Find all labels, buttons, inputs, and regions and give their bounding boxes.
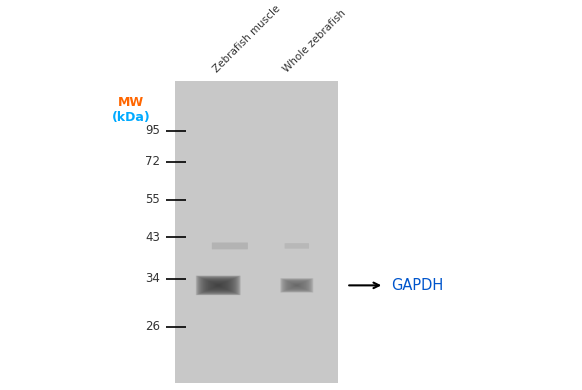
Text: 34: 34	[145, 272, 160, 285]
FancyBboxPatch shape	[196, 276, 240, 295]
Text: MW: MW	[118, 96, 144, 109]
FancyBboxPatch shape	[197, 276, 240, 295]
FancyBboxPatch shape	[285, 243, 309, 249]
Text: GAPDH: GAPDH	[391, 278, 443, 293]
Bar	[175, 81, 338, 383]
Text: 43: 43	[145, 231, 160, 244]
FancyBboxPatch shape	[280, 278, 313, 292]
Text: Whole zebrafish: Whole zebrafish	[281, 8, 347, 74]
FancyBboxPatch shape	[197, 276, 239, 294]
Text: (kDa): (kDa)	[112, 111, 150, 124]
Text: Zebrafish muscle: Zebrafish muscle	[211, 4, 282, 74]
FancyBboxPatch shape	[196, 276, 241, 295]
FancyBboxPatch shape	[212, 243, 248, 249]
Text: 26: 26	[145, 320, 160, 333]
Text: 95: 95	[145, 124, 160, 138]
Text: 55: 55	[146, 193, 160, 206]
Text: 72: 72	[145, 155, 160, 168]
